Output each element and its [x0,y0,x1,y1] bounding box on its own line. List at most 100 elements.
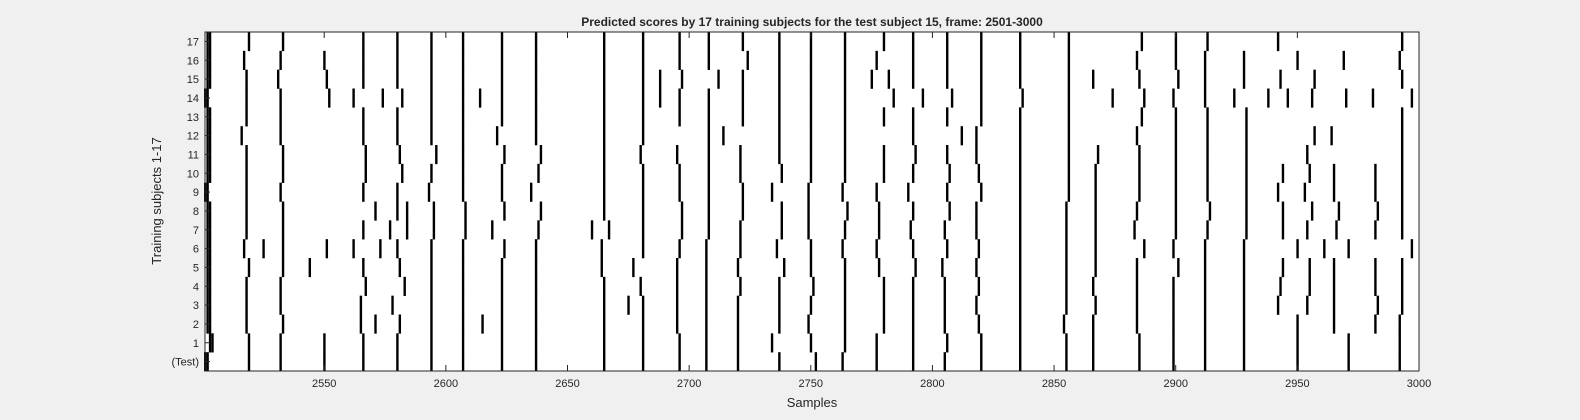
raster-event-mark [352,239,355,259]
raster-event-mark [707,182,710,202]
raster-event-mark [1067,145,1071,165]
raster-event-mark [627,295,630,315]
raster-event-mark [946,50,949,70]
raster-event-mark [1111,88,1114,108]
raster-event-mark [1138,69,1141,89]
raster-event-mark [1172,314,1175,334]
y-tick-label: 1 [193,338,199,350]
raster-event-mark [1374,182,1377,202]
raster-event-mark [870,69,874,89]
raster-event-mark [1245,163,1248,183]
raster-event-mark [1067,50,1071,70]
raster-event-mark [430,69,433,89]
raster-event-mark [1242,239,1246,259]
raster-event-mark [809,126,813,146]
raster-event-mark [245,220,248,240]
raster-event-mark [943,314,946,334]
raster-event-mark [281,201,285,221]
raster-event-mark [1242,258,1246,278]
raster-event-mark [1242,276,1246,296]
raster-event-mark [678,88,681,108]
raster-event-mark [707,126,710,146]
raster-event-mark [911,239,915,259]
raster-event-mark [1094,163,1097,183]
raster-event-mark [1135,50,1139,70]
raster-event-mark [1203,314,1207,334]
raster-event-mark [1323,239,1326,259]
raster-event-mark [430,239,433,259]
raster-event-mark [675,314,679,334]
raster-event-mark [843,314,847,334]
raster-event-mark [846,201,849,221]
raster-event-mark [1376,295,1380,315]
raster-event-mark [279,276,282,296]
raster-event-mark [809,258,813,278]
raster-event-mark [946,145,949,165]
raster-event-mark [1342,50,1345,70]
raster-event-mark [398,314,402,334]
raster-event-mark [279,295,282,315]
raster-event-mark [977,276,981,296]
raster-event-mark [1400,295,1404,315]
raster-event-mark [396,239,399,259]
raster-event-mark [1065,333,1068,353]
raster-event-mark [1092,352,1095,372]
raster-event-mark [809,295,813,315]
raster-event-mark [1096,145,1100,165]
y-tick-label: 17 [187,36,199,48]
raster-event-mark [500,182,504,202]
raster-event-mark [887,69,891,89]
raster-event-mark [245,145,248,165]
raster-event-mark [778,32,781,52]
raster-event-mark [746,50,749,70]
raster-event-mark [1172,295,1175,315]
raster-event-mark [739,163,742,183]
raster-event-mark [1019,276,1022,296]
raster-event-mark [1135,295,1139,315]
raster-event-mark [1281,163,1285,183]
raster-event-mark [534,107,538,127]
raster-event-mark [807,201,810,221]
raster-event-mark [323,333,326,353]
raster-event-mark [1206,182,1209,202]
x-tick-label: 2550 [312,378,336,390]
raster-event-mark [911,107,915,127]
raster-event-mark [500,258,504,278]
raster-event-mark [736,258,740,278]
raster-event-mark [1276,182,1280,202]
raster-event-mark [841,352,844,372]
raster-event-mark [279,333,282,353]
raster-event-mark [1345,88,1348,108]
x-tick-label: 2800 [920,378,944,390]
raster-event-mark [503,239,506,259]
raster-event-mark [602,88,606,108]
raster-event-mark [281,239,285,259]
raster-event-mark [430,32,433,52]
raster-event-mark [1308,258,1311,278]
raster-event-mark [1019,314,1022,334]
raster-event-mark [641,163,645,183]
raster-event-mark [388,220,392,240]
raster-event-mark [1400,220,1404,240]
raster-event-mark [707,32,710,52]
raster-event-mark [534,258,538,278]
raster-event-mark [1065,201,1068,221]
raster-event-mark [946,333,949,353]
raster-event-mark [1135,314,1139,334]
raster-event-mark [430,88,433,108]
raster-event-mark [1067,163,1071,183]
raster-event-mark [405,220,409,240]
x-tick-label: 3000 [1407,378,1431,390]
raster-event-mark [1172,88,1175,108]
raster-event-mark [1400,69,1404,89]
raster-event-mark [641,107,645,127]
raster-event-mark [877,258,881,278]
raster-event-mark [911,69,915,89]
raster-event-mark [1138,145,1141,165]
raster-event-mark [1203,295,1207,315]
raster-event-mark [245,276,248,296]
raster-event-mark [323,352,326,372]
raster-event-mark [911,276,915,296]
raster-event-mark [396,182,399,202]
